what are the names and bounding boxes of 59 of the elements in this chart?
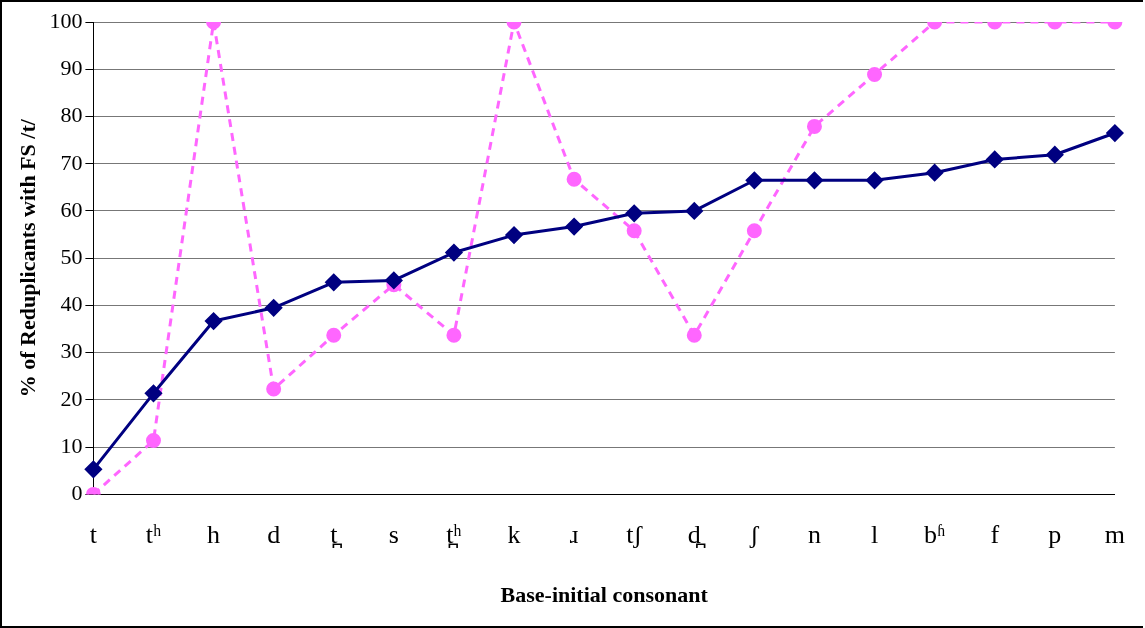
point [986,150,1004,168]
y-tick-label: 20 [60,385,83,411]
point [205,312,223,330]
point [626,223,642,239]
x-axis-title: Base-initial consonant [500,582,709,608]
point [1046,146,1064,164]
x-tick-label: t̪ [330,519,343,549]
point [145,433,161,449]
x-tick-label: n [807,519,821,549]
point [266,381,282,397]
point [746,223,762,239]
x-tick-label: ɹ [569,519,579,549]
y-tick-label: 90 [60,55,83,81]
y-tick-label: 70 [60,149,83,175]
point [326,327,342,343]
x-tick-label: p [1048,519,1062,549]
x-tick-label: d̪ [687,519,706,549]
x-tick-label: m [1104,519,1126,549]
point [566,171,582,187]
point [265,299,283,317]
point [625,204,643,222]
point [686,327,702,343]
x-tick-label: bʱ [923,519,946,549]
point [926,164,944,182]
point [385,271,403,289]
y-tick-label: 100 [49,7,83,33]
x-tick-label: k [507,519,521,549]
x-tick-label: tʃ [626,519,644,549]
point [685,202,703,220]
point [505,226,523,244]
point [144,384,162,402]
x-tick-label: t̪ʰ [446,519,462,549]
point [445,244,463,262]
point [325,273,343,291]
x-tick-label: f [990,519,1000,549]
point [867,66,883,82]
x-tick-label: d [267,519,281,549]
y-tick-label: 30 [60,338,83,364]
x-tick-label: l [870,519,879,549]
x-tick-label: h [207,519,221,549]
x-tick-label: tʰ [145,519,162,549]
point [446,327,462,343]
x-tick-label: t [89,519,98,549]
point [565,218,583,236]
y-tick-label: 10 [60,432,83,458]
y-tick-label: 50 [60,243,83,269]
x-tick-label: s [388,519,399,549]
point [805,171,823,189]
point [866,171,884,189]
y-tick-label: 80 [60,102,83,128]
x-tick-label: ʃ [749,519,761,549]
point [745,171,763,189]
y-tick-label: 0 [71,480,83,506]
y-tick-label: 60 [60,196,83,222]
y-tick-label: 40 [60,291,83,317]
point [1106,124,1124,142]
point [806,118,822,134]
y-axis-title: % of Reduplicants with FS /t/ [14,118,40,398]
point [84,460,102,478]
